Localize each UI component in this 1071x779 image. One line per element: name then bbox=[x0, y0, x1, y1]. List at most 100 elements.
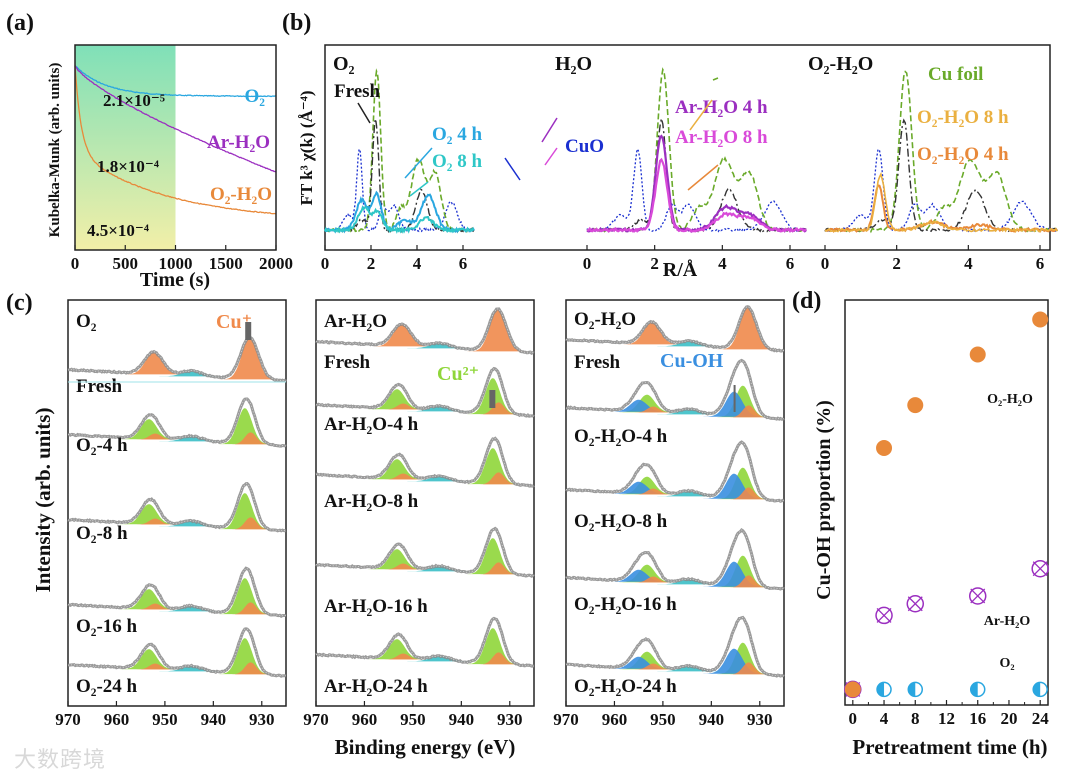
label-o2-h2o-4h: O₂-H₂O 4 h bbox=[917, 144, 1009, 165]
x-axis-a-tick-label: 0 bbox=[71, 254, 80, 273]
o2-point-fill bbox=[970, 682, 978, 697]
xps-fit-component bbox=[227, 432, 274, 445]
xps-fit-component bbox=[463, 628, 522, 665]
spectrum-label: Ar-H₂O-16 h bbox=[324, 596, 428, 617]
spectrum-label: Fresh bbox=[574, 352, 621, 373]
x-axis-b0-tick-label: 6 bbox=[459, 254, 468, 273]
x-axis-a-tick-label: 1500 bbox=[209, 254, 243, 273]
x-axis-c1-tick-label: 940 bbox=[449, 710, 475, 729]
plot-frame-b bbox=[324, 44, 1051, 251]
spectrum-label: Fresh bbox=[324, 352, 371, 373]
xps-fit-component bbox=[615, 394, 678, 413]
cu-foil-curve bbox=[586, 67, 807, 233]
peak-marker bbox=[489, 390, 496, 408]
xps-fit-component bbox=[713, 642, 772, 675]
o2-h2o-point bbox=[969, 346, 986, 363]
o2-h2o-point bbox=[876, 439, 893, 456]
xps-fit-component bbox=[650, 491, 729, 497]
plot-frame-d bbox=[844, 299, 1049, 706]
spectrum-label: Fresh bbox=[76, 376, 123, 397]
xps-fit-component bbox=[215, 578, 274, 615]
spectrum-label: O₂-H₂O-4 h bbox=[574, 426, 668, 447]
ar-h2o-point bbox=[906, 595, 925, 613]
xps-fit-component bbox=[725, 487, 772, 500]
xps-spectrum-points bbox=[565, 359, 785, 420]
xps-fit-component bbox=[215, 408, 274, 445]
xps-fit-component bbox=[365, 549, 428, 570]
spectrum-label: O₂ bbox=[76, 311, 97, 332]
ar-h2o-point-cross bbox=[907, 596, 923, 612]
plot-frame-c0 bbox=[67, 299, 287, 707]
x-axis-title-c: Binding energy (eV) bbox=[335, 735, 516, 759]
o2-point-fill bbox=[1033, 682, 1041, 697]
watermark: 大数跨境 bbox=[14, 748, 107, 773]
x-axis-c1-tick-label: 930 bbox=[497, 710, 523, 729]
xps-fit-component bbox=[629, 576, 677, 583]
series-line-1 bbox=[74, 65, 277, 173]
panel-label-b: (b) bbox=[282, 10, 311, 36]
legend-ar-h2o: Ar-H₂O bbox=[207, 132, 270, 153]
spectrum-label: O₂-H₂O bbox=[574, 309, 636, 330]
x-axis-c1-tick-label: 970 bbox=[303, 710, 329, 729]
panel-label-a: (a) bbox=[6, 10, 34, 36]
xps-fit-component bbox=[605, 656, 672, 669]
annotation-arrow bbox=[357, 102, 371, 124]
xps-fit-component bbox=[701, 561, 767, 587]
y-axis-title-d: Cu-OH proportion (%) bbox=[813, 400, 835, 600]
xps-fit-component bbox=[716, 307, 779, 350]
subpanel-title-b1: H₂O bbox=[555, 53, 592, 75]
xps-fit-component bbox=[605, 399, 672, 412]
x-axis-c0-tick-label: 940 bbox=[201, 710, 227, 729]
rate-label-o2: 2.1×10⁻⁵ bbox=[103, 91, 165, 110]
spectrum-label: O₂-H₂O-24 h bbox=[574, 676, 677, 697]
x-axis-c0-tick-label: 960 bbox=[104, 710, 130, 729]
x-axis-title-d: Pretreatment time (h) bbox=[852, 735, 1047, 759]
legend-o2-d: O₂ bbox=[999, 656, 1014, 671]
peak-marker bbox=[245, 322, 252, 340]
x-axis-b1-tick-label: 0 bbox=[583, 254, 592, 273]
x-axis-d-tick-label: 24 bbox=[1032, 709, 1050, 728]
panel-label-c: (c) bbox=[6, 290, 33, 316]
xps-fit-component bbox=[400, 476, 479, 482]
xps-fit-component bbox=[368, 324, 435, 347]
xps-fit-component bbox=[365, 389, 428, 410]
x-axis-title-a: Time (s) bbox=[140, 269, 210, 291]
xps-spectrum-points bbox=[315, 617, 535, 667]
annotation-arrow bbox=[409, 181, 429, 197]
xps-fit-component bbox=[713, 385, 772, 418]
cuo-curve bbox=[824, 148, 1058, 233]
xps-fit-component bbox=[713, 555, 772, 588]
xps-spectrum bbox=[565, 615, 785, 678]
ar-h2o-point bbox=[968, 587, 987, 605]
xps-spectrum-points bbox=[565, 529, 785, 590]
xps-fit-component bbox=[400, 566, 479, 572]
xps-fit-component bbox=[475, 562, 522, 575]
x-axis-c2-tick-label: 930 bbox=[747, 710, 773, 729]
x-axis-b2-tick-label: 0 bbox=[821, 254, 830, 273]
x-axis-b2-tick-label: 2 bbox=[892, 254, 901, 273]
xps-fit-component bbox=[629, 488, 677, 495]
label-ar-h2o-8h: Ar-H₂O 8 h bbox=[675, 127, 768, 148]
xps-fit-component bbox=[618, 322, 685, 345]
o2-h2o-8h-curve bbox=[824, 171, 1058, 234]
xps-spectrum-points bbox=[315, 308, 535, 354]
xps-fit-component bbox=[400, 656, 479, 662]
xps-spectrum-points bbox=[67, 483, 287, 532]
label-o2-4h: O₂ 4 h bbox=[432, 124, 482, 145]
xps-fit-component bbox=[131, 663, 179, 670]
xps-fit-component bbox=[379, 653, 427, 660]
x-axis-d-tick-label: 16 bbox=[969, 709, 986, 728]
x-axis-b1-tick-label: 2 bbox=[650, 254, 659, 273]
o2-8h-curve bbox=[324, 205, 475, 234]
spectrum-label: O₂-24 h bbox=[76, 676, 138, 697]
xps-fit-component bbox=[117, 504, 180, 525]
ar-h2o-point-cross bbox=[1032, 561, 1048, 577]
o2-h2o-point bbox=[844, 681, 861, 698]
xps-fit-component bbox=[650, 409, 729, 415]
xps-fit-component bbox=[117, 589, 180, 610]
xps-spectrum-points bbox=[68, 398, 287, 447]
xps-fit-component bbox=[227, 662, 274, 675]
label-cu-foil: Cu foil bbox=[928, 64, 983, 85]
